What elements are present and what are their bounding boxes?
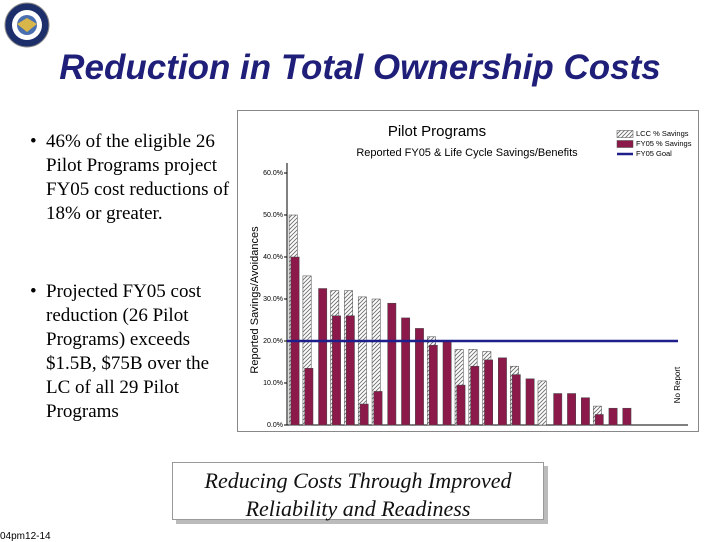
legend-label: LCC % Savings [636, 129, 689, 138]
bar [567, 393, 576, 426]
y-tick-label: 10.0% [263, 380, 283, 387]
bar [401, 317, 411, 426]
bar [537, 380, 547, 426]
legend-label: FY05 % Savings [636, 139, 692, 148]
y-tick-label: 40.0% [263, 254, 283, 261]
bar [484, 359, 494, 426]
bar [594, 414, 604, 426]
bar [622, 407, 632, 426]
slide-id: 04pm12-14 [0, 531, 51, 542]
chart-title: Pilot Programs [388, 123, 486, 140]
chart-subtitle: Reported FY05 & Life Cycle Savings/Benef… [356, 147, 578, 159]
bar [318, 288, 328, 426]
legend-swatch [616, 140, 634, 148]
chart: Pilot Programs Reported FY05 & Life Cycl… [237, 110, 699, 432]
annotation: No Report [673, 366, 682, 403]
bar [332, 315, 341, 426]
seal-logo [4, 2, 50, 48]
bar [553, 393, 563, 426]
chart-frame [237, 110, 699, 432]
bar [511, 374, 521, 426]
bar [581, 397, 590, 426]
bullet-text: Projected FY05 cost reduction (26 Pilot … [46, 281, 210, 422]
bar [608, 407, 618, 426]
bullet-text: 46% of the eligible 26 Pilot Programs pr… [46, 131, 230, 224]
bar [373, 391, 383, 426]
slide-title: Reduction in Total Ownership Costs [59, 48, 661, 87]
bar [304, 368, 314, 426]
y-tick-label: 60.0% [263, 170, 283, 177]
bar [498, 357, 507, 426]
bar [387, 302, 397, 426]
legend-label: FY05 Goal [636, 149, 672, 158]
y-tick-label: 0.0% [267, 422, 283, 429]
bar [442, 340, 452, 426]
y-tick-label: 50.0% [263, 212, 283, 219]
bar [415, 328, 424, 426]
y-tick-label: 30.0% [263, 296, 283, 303]
y-axis-label: Reported Savings/Avoidances [249, 226, 261, 374]
footer-box: Reducing Costs Through Improved Reliabil… [172, 462, 544, 521]
bar [345, 315, 355, 426]
bullet: • Projected FY05 cost reduction (26 Pilot… [30, 280, 230, 424]
bar [359, 403, 369, 426]
y-tick-label: 20.0% [263, 338, 283, 345]
bar [428, 344, 438, 426]
legend-swatch [616, 130, 634, 138]
bullet: • 46% of the eligible 26 Pilot Programs p… [30, 131, 230, 224]
bar [525, 378, 535, 426]
bar [456, 384, 466, 426]
bar [470, 365, 480, 426]
